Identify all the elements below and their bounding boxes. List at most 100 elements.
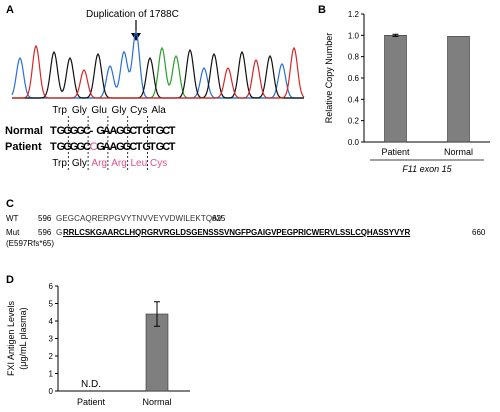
patient-seq-base: T (149, 141, 156, 153)
normal-seq-base: G (156, 125, 165, 137)
normal-seq-base: T (169, 125, 176, 137)
normal-seq-base: G (96, 125, 105, 137)
chromatogram-traces (11, 30, 305, 99)
mut-amino-acid: Gly (72, 158, 87, 169)
patient-seq-base: T (136, 141, 143, 153)
wt-amino-acid: Gly (112, 105, 127, 116)
normal-seq-base: C (162, 125, 170, 137)
normal-seq-base: G (57, 125, 66, 137)
normal-seq-base: T (50, 125, 57, 137)
mut-variant-label: (E597Rfs*65) (6, 239, 55, 248)
y-tick-label: 1.2 (348, 10, 360, 19)
patient-seq-base: A (103, 141, 111, 153)
patient-seq-base: G (70, 141, 79, 153)
patient-seq-base: C (162, 141, 170, 153)
normal-seq-base: A (103, 125, 111, 137)
y-axis-label-line1: FXI Antigen Levels (6, 300, 16, 376)
normal-seq-base: G (116, 125, 125, 137)
wt-label: WT (6, 214, 19, 223)
wt-protein-sequence: GEGCAQRERPGVYTNVVEYVDWILEKTQAV (56, 214, 223, 223)
normal-seq-base: A (109, 125, 117, 137)
trace-C (11, 30, 304, 99)
normal-seq-base: T (136, 125, 143, 137)
mut-end-position: 660 (472, 228, 486, 237)
normal-row-label: Normal (5, 125, 43, 137)
y-tick-label: 4 (49, 317, 54, 326)
x-tick-label: Normal (444, 147, 473, 157)
normal-seq-base: G (123, 125, 132, 137)
mut-label: Mut (6, 228, 20, 237)
x-tick-label: Patient (381, 147, 410, 157)
patient-seq-base: G (57, 141, 66, 153)
normal-seq-base: T (149, 125, 156, 137)
copy-number-chart: 0.0 0.2 0.4 0.6 0.8 1.0 1.2 Relative Copy Numbe… (324, 10, 490, 174)
mut-start-position: 596 (38, 228, 52, 237)
patient-seq-base: C (129, 141, 137, 153)
trace-T (12, 44, 305, 99)
patient-seq-base: G (116, 141, 125, 153)
fxi-antigen-chart: 0 1 2 3 4 5 6 FXI Antigen Levels (μg/mL plasma) N… (6, 282, 190, 407)
bar-patient (384, 35, 407, 143)
bar-normal (447, 36, 470, 143)
panel-d-letter: D (6, 274, 14, 286)
y-tick-label: 0.6 (348, 74, 360, 83)
y-axis-label-line2: (μg/mL plasma) (18, 307, 28, 369)
normal-seq-base: C (129, 125, 137, 137)
patient-seq-base: G (156, 141, 165, 153)
wt-amino-acid: Trp (52, 105, 67, 116)
x-axis-label: F11 exon 15 (402, 164, 452, 174)
codon-dividers (67, 116, 148, 172)
duplication-annotation: Duplication of 1788C (86, 9, 179, 20)
patient-seq-base: G (123, 141, 132, 153)
normal-seq-base: G (76, 125, 85, 137)
mut-first-residue: G (56, 228, 63, 237)
mut-amino-acids: Trp Gly Arg Arg Leu Cys (52, 158, 167, 169)
patient-seq-base: C (83, 141, 91, 153)
y-axis-label: Relative Copy Number (324, 33, 334, 124)
mut-amino-acid: Arg (91, 158, 107, 169)
patient-seq-base: C (90, 141, 98, 153)
wt-amino-acid: Ala (151, 105, 166, 116)
wt-start-position: 596 (38, 214, 52, 223)
normal-seq-base: - (90, 125, 94, 137)
panel-a-letter: A (6, 4, 14, 16)
normal-seq-base: C (83, 125, 91, 137)
trace-G (12, 48, 304, 99)
y-tick-label: 3 (49, 335, 54, 344)
wt-amino-acid: Cys (130, 105, 147, 116)
patient-seq-base: T (50, 141, 57, 153)
x-tick-label: Normal (142, 397, 171, 407)
y-tick-label: 0.4 (348, 95, 360, 104)
wt-amino-acids: Trp Gly Glu Gly Cys Ala (52, 105, 166, 116)
patient-seq-base: T (169, 141, 176, 153)
annotation-arrow-head (131, 33, 141, 41)
panel-c-letter: C (6, 198, 14, 210)
y-tick-label: 0.8 (348, 53, 360, 62)
x-tick-label: Patient (77, 397, 106, 407)
mut-amino-acid: Leu (130, 158, 147, 169)
normal-seq-base: G (63, 125, 72, 137)
wt-end-position: 625 (212, 214, 226, 223)
y-tick-label: 0.0 (348, 138, 360, 147)
y-tick-label: 0 (49, 387, 54, 396)
y-tick-label: 1 (49, 370, 54, 379)
y-tick-label: 2 (49, 352, 54, 361)
y-tick-label: 1.0 (348, 31, 360, 40)
protein-sequence-panel: WT 596 GEGCAQRERPGVYTNVVEYVDWILEKTQAV 62… (6, 214, 496, 270)
normal-seq-base: G (70, 125, 79, 137)
mut-amino-acid: Trp (52, 158, 67, 169)
y-tick-label: 0.2 (348, 117, 360, 126)
normal-seq-base: G (142, 125, 151, 137)
wt-amino-acid: Glu (91, 105, 107, 116)
y-tick-label: 6 (49, 282, 54, 291)
chromatogram-panel: Duplication of 1788C Trp Gly Glu Gly Cys Ala … (5, 9, 305, 172)
mut-protein-sequence: RRLCSKGAARCLHQRGRVRGLDSGENSSSVNGFPGAIGVP… (63, 228, 411, 237)
patient-seq-base: A (109, 141, 117, 153)
panel-b-letter: B (318, 4, 326, 16)
patient-seq-base: G (142, 141, 151, 153)
patient-row-label: Patient (5, 141, 42, 153)
y-tick-label: 5 (49, 300, 54, 309)
mut-amino-acid: Cys (150, 158, 167, 169)
